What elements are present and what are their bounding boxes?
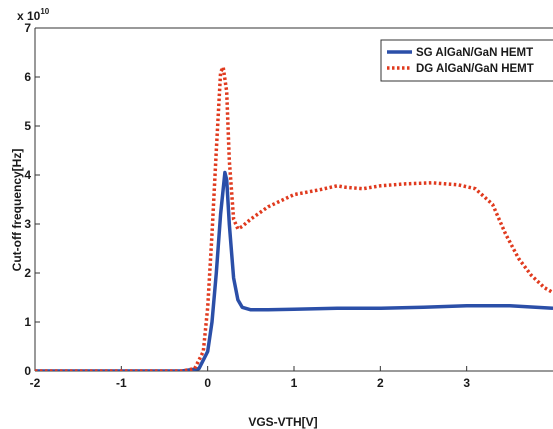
y-tick-label: 0 [24,364,31,378]
y-tick-label: 2 [24,266,31,280]
y-tick-label: 1 [24,315,31,329]
y-axis-title: Cut-off frequency[Hz] [10,149,24,272]
legend: SG AlGaN/GaN HEMT DG AlGaN/GaN HEMT [380,39,553,82]
y-tick-label: 6 [24,70,31,84]
y-multiplier-exp: 10 [40,7,49,16]
x-tick-label: 1 [291,376,298,390]
legend-label-dg: DG AlGaN/GaN HEMT [416,63,534,75]
x-tick-label: 2 [377,376,384,390]
y-tick-label: 7 [24,21,31,35]
y-multiplier-base: x 10 [17,9,41,23]
x-tick-label: -1 [116,376,127,390]
x-axis-title: VGS-VTH[V] [248,415,317,429]
y-ticks: 0 1 2 3 4 5 6 7 [24,21,40,378]
legend-box [380,39,553,82]
series-line-dg [35,65,553,371]
y-tick-label: 5 [24,119,31,133]
legend-label-sg: SG AlGaN/GaN HEMT [416,47,533,59]
series-line-sg [35,170,553,371]
series-layer [35,65,553,371]
x-tick-label: -2 [30,376,41,390]
y-tick-label: 3 [24,217,31,231]
x-tick-label: 3 [463,376,470,390]
x-tick-label: 0 [204,376,211,390]
y-multiplier: x 1010 [17,7,50,23]
y-tick-label: 4 [24,168,31,182]
